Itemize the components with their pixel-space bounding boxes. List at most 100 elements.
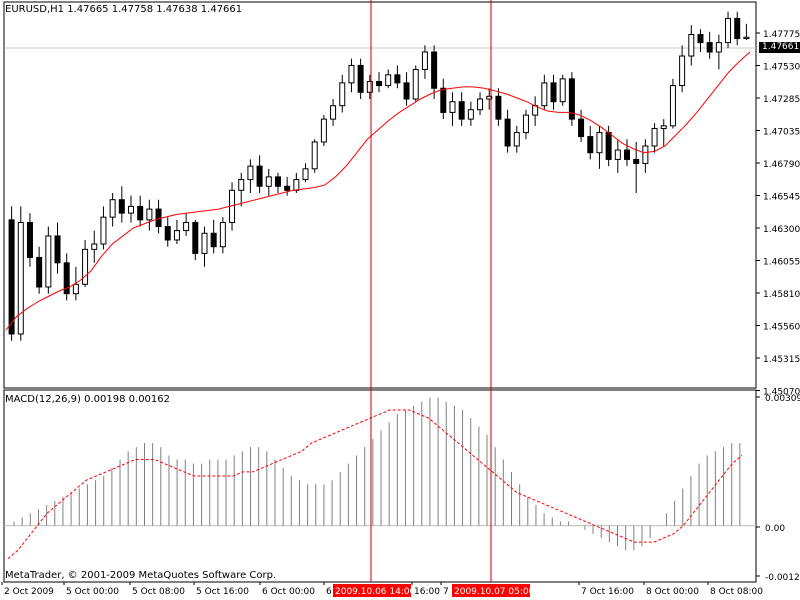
candle-body: [118, 199, 125, 214]
candle-body: [669, 85, 676, 127]
candle-body: [100, 216, 107, 245]
candle-body: [109, 199, 116, 218]
time-axis-label: 6 Oct 00:00: [262, 587, 315, 597]
price-tick-label: 1.46545: [763, 193, 800, 203]
candle-body: [412, 68, 419, 100]
price-tick-label: 1.47285: [763, 95, 800, 105]
candle-body: [394, 74, 401, 84]
candle-body: [596, 132, 603, 154]
symbol-header: EURUSD,H1 1.47665 1.47758 1.47638 1.4766…: [5, 4, 243, 15]
candle-body: [633, 158, 640, 164]
candle-body: [302, 168, 309, 181]
candle-body: [357, 64, 364, 93]
candle-body: [17, 222, 24, 335]
candle-body: [403, 82, 410, 100]
candle-body: [320, 118, 327, 143]
candle-body: [146, 208, 153, 221]
candle-body: [725, 17, 732, 44]
price-tick-label: 1.47530: [763, 63, 800, 73]
candle-body: [660, 125, 667, 130]
time-axis-label: 7: [443, 587, 449, 597]
time-axis-label: 6: [326, 587, 332, 597]
candle-body: [72, 283, 79, 295]
price-tick-label: 1.46055: [763, 258, 800, 268]
price-tick-label: 1.46790: [763, 160, 800, 170]
candle-body: [431, 51, 438, 89]
candle-body: [467, 109, 474, 120]
candle-body: [513, 132, 520, 147]
macd-tick-label: 0.00: [765, 524, 785, 534]
current-price-tag: 1.47661: [759, 42, 800, 53]
candle-body: [421, 51, 428, 70]
candle-body: [339, 82, 346, 107]
candle-body: [330, 105, 337, 120]
candle-body: [715, 42, 722, 53]
candle-body: [63, 262, 70, 295]
candle-body: [495, 95, 502, 120]
cursor-time-tag: 2009.10.07 05:00: [454, 587, 535, 597]
candle-body: [36, 256, 43, 288]
price-tick-label: 1.47035: [763, 128, 800, 138]
candle-body: [587, 136, 594, 154]
candle-body: [137, 205, 144, 221]
candle-body: [247, 165, 254, 181]
macd-panel-frame: [3, 389, 757, 583]
candle-body: [614, 149, 621, 160]
price-tick-label: 1.45070: [763, 388, 800, 398]
candle-body: [706, 42, 713, 53]
candle-body: [568, 78, 575, 120]
time-axis-label: 5 Oct 08:00: [132, 587, 185, 597]
price-tick-label: 1.46300: [763, 225, 800, 235]
candle-body: [504, 118, 511, 147]
candle-body: [541, 82, 548, 107]
candle-body: [743, 36, 750, 40]
moving-average-line: [5, 51, 751, 331]
candle-body: [8, 219, 15, 335]
candle-body: [192, 222, 199, 254]
candle-body: [219, 222, 226, 248]
macd-title: MACD(12,26,9) 0.00198 0.00162: [5, 394, 171, 405]
price-tick-label: 1.47775: [763, 30, 800, 40]
candle-body: [311, 141, 318, 170]
time-axis-label: 2 Oct 2009: [4, 587, 54, 597]
cursor-time-tag: 2009.10.06 14:00: [335, 587, 416, 597]
candle-body: [366, 81, 373, 93]
candle-body: [605, 132, 612, 160]
candle-body: [376, 81, 382, 87]
price-tick-label: 1.45810: [763, 290, 800, 300]
candle-body: [91, 243, 98, 250]
cursor-time-tag-bg: [333, 584, 411, 597]
time-axis-label: 8 Oct 08:00: [710, 587, 763, 597]
candle-body: [210, 232, 217, 248]
time-axis-label: 7 Oct 16:00: [581, 587, 634, 597]
candle-body: [642, 145, 649, 164]
candle-body: [128, 205, 134, 214]
macd-tick-label: 0.00309: [765, 394, 800, 404]
candle-body: [679, 55, 686, 87]
candle-body: [348, 64, 355, 84]
time-axis-label: 5 Oct 16:00: [196, 587, 249, 597]
time-axis-label: 16:00: [414, 587, 440, 597]
candle-body: [293, 179, 300, 191]
candle-body: [385, 74, 392, 87]
candle-body: [26, 222, 33, 258]
candle-body: [477, 98, 484, 111]
candle-body: [651, 128, 658, 147]
candle-body: [45, 235, 52, 288]
candle-body: [697, 34, 704, 44]
price-tick-label: 1.45315: [763, 355, 800, 365]
copyright-label: MetaTrader, © 2001-2009 MetaQuotes Softw…: [5, 570, 277, 581]
candle-body: [284, 185, 291, 191]
candle-body: [578, 118, 585, 138]
candle-body: [449, 101, 456, 113]
candle-body: [734, 17, 741, 40]
candle-body: [624, 149, 630, 160]
time-axis-label: 8 Oct 00:00: [646, 587, 699, 597]
candle-body: [164, 226, 171, 241]
time-axis-label: 5 Oct 00:00: [66, 587, 119, 597]
candle-body: [183, 222, 190, 232]
candle-body: [201, 232, 208, 254]
candle-body: [274, 176, 281, 187]
